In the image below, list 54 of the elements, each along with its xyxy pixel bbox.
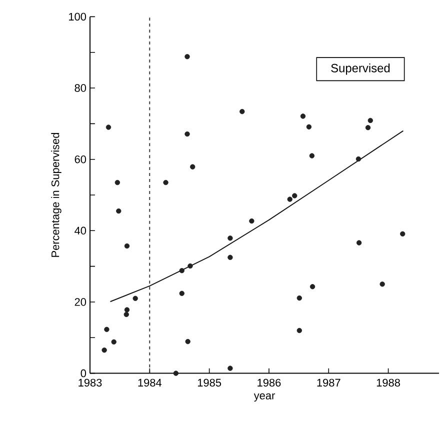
point — [240, 108, 245, 114]
point — [190, 164, 196, 170]
point — [184, 131, 190, 137]
point — [102, 348, 107, 353]
point — [309, 153, 315, 158]
point — [306, 124, 312, 130]
point — [188, 263, 193, 269]
y-tick-label: 60 — [74, 155, 86, 164]
y-tick-label: 100 — [69, 12, 86, 21]
point — [300, 114, 306, 119]
y-tick-label: 80 — [74, 84, 86, 92]
x-axis-title: year — [254, 393, 275, 402]
point — [287, 196, 292, 202]
point — [114, 180, 120, 186]
point — [365, 125, 371, 130]
point — [249, 218, 254, 224]
x-tick-label: 1988 — [376, 378, 400, 387]
point — [184, 54, 190, 60]
point — [228, 254, 233, 260]
point — [179, 290, 184, 296]
point — [296, 328, 302, 334]
x-tick-label: 1984 — [138, 378, 162, 387]
point — [163, 180, 168, 186]
point — [380, 282, 385, 287]
point — [296, 295, 302, 301]
x-tick-label: 1983 — [78, 378, 102, 387]
point — [116, 208, 122, 214]
point — [356, 240, 362, 246]
point — [179, 268, 184, 274]
point — [356, 156, 362, 162]
annotation: Supervised — [331, 64, 390, 75]
point — [228, 366, 233, 371]
x-tick-label: 1987 — [317, 378, 340, 387]
point — [124, 243, 130, 249]
line-series — [110, 130, 404, 302]
point — [173, 370, 178, 376]
point — [185, 338, 190, 344]
y-axis-title: Percentage in Supervised — [51, 132, 62, 257]
point — [292, 193, 298, 198]
point — [104, 326, 110, 332]
point — [228, 236, 233, 241]
point — [132, 296, 138, 302]
point — [400, 231, 406, 236]
point — [124, 307, 130, 312]
y-tick-label: 20 — [74, 298, 86, 306]
y-tick-label: 0 — [80, 369, 86, 378]
point — [368, 118, 373, 124]
y-tick-label: 40 — [74, 226, 86, 235]
point — [124, 312, 129, 318]
point — [310, 284, 316, 290]
point — [106, 124, 112, 130]
x-tick-label: 1986 — [258, 378, 281, 387]
point — [111, 339, 116, 345]
x-tick-label: 1985 — [198, 378, 222, 387]
